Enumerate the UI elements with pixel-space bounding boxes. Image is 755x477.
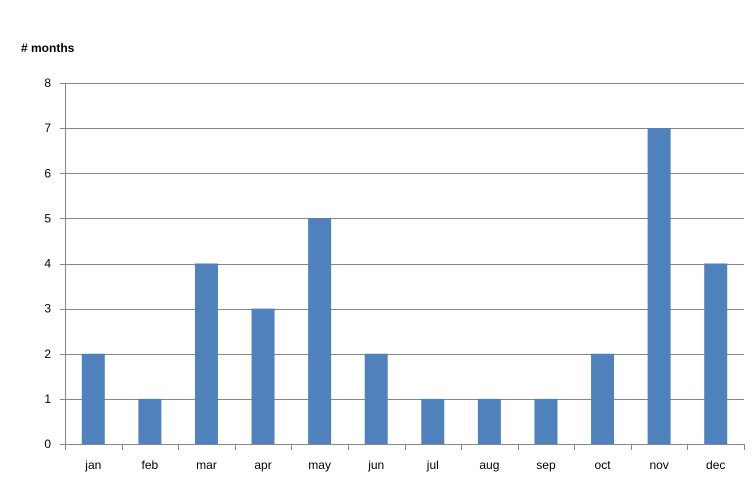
x-tick-label: apr [254,458,271,472]
axes [60,83,745,450]
bar-jan [81,353,105,444]
bar-may [308,218,332,444]
x-tick-label: mar [196,458,217,472]
x-tick-label: dec [706,458,725,472]
x-tick-label: aug [479,458,499,472]
y-tick-label: 0 [44,437,51,451]
bar-feb [138,398,162,444]
x-tick-label: oct [595,458,612,472]
bar-dec [704,263,728,444]
bar-sep [534,398,558,444]
bar-oct [591,353,615,444]
bar-jul [421,398,445,444]
y-tick-label: 2 [44,347,51,361]
x-tick-label: jan [84,458,101,472]
bar-nov [647,128,671,444]
bar-apr [251,308,275,444]
bars [81,128,728,444]
y-tick-label: 3 [44,302,51,316]
x-tick-label: jun [367,458,384,472]
y-tick-label: 7 [44,121,51,135]
y-axis-title: # months [21,41,75,55]
y-tick-label: 1 [44,392,51,406]
x-tick-label: jul [426,458,439,472]
y-tick-label: 4 [44,257,51,271]
x-tick-label: nov [649,458,668,472]
x-tick-label: feb [142,458,159,472]
y-tick-label: 6 [44,166,51,180]
gridlines [65,83,744,400]
bar-mar [194,263,218,444]
x-tick-label: sep [536,458,556,472]
y-tick-labels: 0 1 2 3 4 5 6 7 8 [44,76,51,451]
x-tick-label: may [308,458,331,472]
y-tick-label: 8 [44,76,51,90]
bar-jun [364,353,388,444]
bar-aug [477,398,501,444]
y-tick-label: 5 [44,211,51,225]
x-tick-labels: jan feb mar apr may jun jul aug sep oct nov dec [84,458,725,472]
